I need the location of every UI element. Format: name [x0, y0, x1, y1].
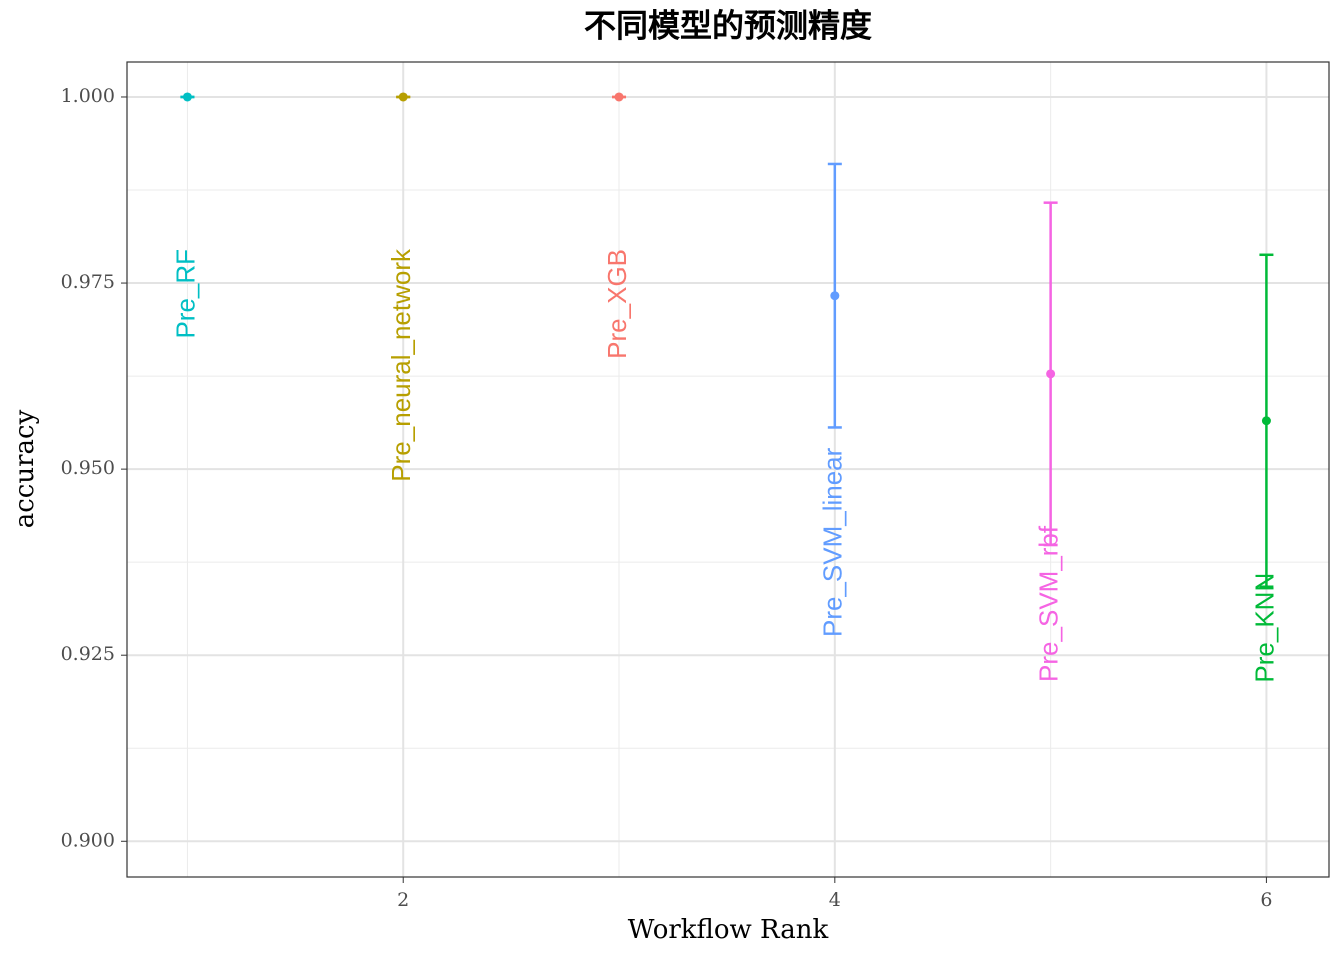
y-tick-label: 0.900 [61, 829, 115, 851]
chart-title: 不同模型的预测精度 [584, 7, 872, 45]
x-tick-label: 2 [397, 889, 409, 911]
plot-border [126, 61, 1330, 878]
point-label: Pre_neural_network [386, 248, 416, 482]
y-tick-label: 1.000 [61, 85, 115, 107]
point [1261, 416, 1271, 426]
point-label: Pre_RF [170, 249, 200, 339]
point [398, 92, 408, 102]
point-label: Pre_XGB [602, 249, 632, 359]
x-axis-label: Workflow Rank [628, 915, 829, 945]
y-tick-label: 0.975 [61, 271, 115, 293]
x-tick-label: 4 [829, 889, 841, 911]
y-axis-label: accuracy [10, 409, 40, 528]
y-tick-label: 0.925 [61, 643, 115, 665]
x-tick-label: 6 [1260, 889, 1272, 911]
point [830, 291, 840, 301]
point-label: Pre_SVM_linear [818, 447, 848, 637]
y-tick-label: 0.950 [61, 457, 115, 479]
point-label: Pre_KNN [1249, 573, 1279, 683]
point [182, 92, 192, 102]
point [614, 92, 624, 102]
point-label: Pre_SVM_rbf [1033, 525, 1063, 682]
point [1046, 369, 1056, 379]
